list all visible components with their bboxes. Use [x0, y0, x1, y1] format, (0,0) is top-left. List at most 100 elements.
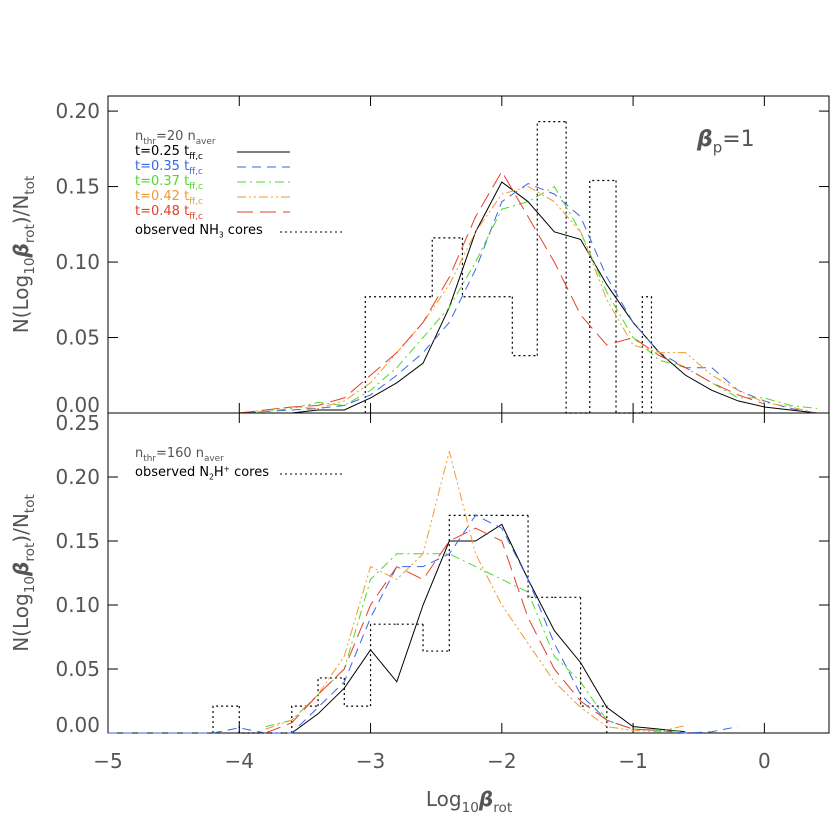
- label-part: 10: [462, 800, 479, 816]
- label-part: 3: [219, 230, 224, 239]
- histogram-bar: [422, 624, 450, 652]
- x-tick-label: −1: [618, 749, 647, 773]
- annotation: βp=1: [696, 127, 755, 157]
- y-tick-label: 0.15: [55, 529, 100, 553]
- histogram-bar: [536, 121, 567, 356]
- label-part: ff,c: [189, 197, 203, 207]
- y-tick-label: 0.15: [55, 175, 100, 199]
- label-part: H: [214, 465, 224, 480]
- legend-label: t=0.25 tff,c: [135, 144, 203, 162]
- histogram-bar: [369, 623, 397, 707]
- y-axis-label: N(Log10βrot)/Ntot: [9, 494, 38, 652]
- label-part: β: [696, 127, 713, 152]
- histogram-bar: [343, 677, 371, 707]
- label-part: )/N: [9, 195, 33, 225]
- label-part: )/N: [9, 513, 33, 543]
- legend-label: t=0.42 tff,c: [135, 189, 203, 207]
- label-part: Log: [426, 787, 462, 811]
- label-part: n: [135, 446, 143, 461]
- label-part: observed N: [135, 465, 209, 480]
- label-part: observed NH: [135, 223, 219, 238]
- histogram-bar: [212, 705, 240, 733]
- label-part: +: [224, 465, 230, 474]
- label-part: ff,c: [189, 182, 203, 192]
- label-part: thr: [143, 137, 156, 147]
- series-line: [291, 181, 817, 414]
- y-tick-label: 0.00: [55, 713, 100, 737]
- x-tick-label: 0: [758, 749, 771, 773]
- label-part: t=0.37 t: [135, 174, 189, 189]
- label-part: =160 n: [156, 446, 204, 461]
- series-line: [265, 451, 686, 733]
- legend-title: nthr=160 naver: [135, 446, 224, 464]
- label-part: β: [9, 243, 33, 258]
- x-tick-label: −2: [487, 749, 516, 773]
- label-part: cores: [224, 223, 263, 238]
- label-part: t=0.25 t: [135, 144, 189, 159]
- label-part: cores: [230, 465, 269, 480]
- histogram-bar: [565, 121, 590, 414]
- label-part: rot: [22, 224, 38, 243]
- label-part: 2: [209, 472, 214, 481]
- label-part: t=0.48 t: [135, 204, 189, 219]
- series-line: [265, 553, 686, 733]
- x-tick-label: −3: [356, 749, 385, 773]
- histogram-bar: [527, 515, 555, 598]
- y-tick-label: 0.05: [55, 657, 100, 681]
- x-tick-label: −5: [93, 749, 122, 773]
- label-part: 10: [22, 576, 38, 593]
- plot-frame: [107, 412, 830, 734]
- series-line: [239, 185, 817, 414]
- histogram-bar: [615, 180, 643, 414]
- y-tick-label: 0.20: [55, 465, 100, 489]
- legend-label: t=0.48 tff,c: [135, 204, 203, 222]
- y-tick-label: 0.25: [55, 411, 100, 435]
- x-axis-label: Log10βrot: [426, 787, 512, 816]
- label-part: ff,c: [189, 152, 203, 162]
- label-part: ff,c: [189, 167, 203, 177]
- label-part: t=0.35 t: [135, 159, 189, 174]
- label-part: p: [713, 139, 723, 157]
- x-tick-label: −4: [225, 749, 254, 773]
- histogram-bar: [579, 597, 608, 733]
- y-tick-label: 0.10: [55, 250, 100, 274]
- legend-label: t=0.35 tff,c: [135, 159, 203, 177]
- label-part: =20 n: [156, 129, 196, 144]
- y-tick-label: 0.00: [55, 393, 100, 417]
- series-line: [186, 182, 817, 414]
- label-part: rot: [493, 800, 512, 816]
- histogram-bar: [641, 296, 653, 413]
- label-part: thr: [143, 454, 156, 464]
- series-line: [265, 527, 660, 734]
- label-part: rot: [22, 543, 38, 562]
- label-part: aver: [204, 454, 224, 464]
- label-part: =1: [722, 127, 754, 152]
- series-line: [291, 523, 686, 734]
- label-part: tot: [22, 176, 38, 195]
- label-part: aver: [196, 137, 216, 147]
- histogram-bar: [291, 705, 319, 733]
- label-part: N(Log: [9, 275, 33, 334]
- legend-label: t=0.37 tff,c: [135, 174, 203, 192]
- label-part: 10: [22, 257, 38, 274]
- legend-label: observed N2H+ cores: [135, 465, 269, 482]
- histogram-bar: [448, 514, 476, 652]
- series-line: [239, 170, 765, 414]
- series-line: [108, 514, 739, 734]
- label-part: tot: [22, 494, 38, 513]
- label-part: β: [9, 562, 33, 577]
- y-tick-label: 0.20: [55, 99, 100, 123]
- histogram-bar: [589, 179, 617, 413]
- y-axis-label: N(Log10βrot)/Ntot: [9, 176, 38, 334]
- histogram-bar: [238, 706, 266, 734]
- histogram-bar: [317, 677, 345, 707]
- label-part: ff,c: [189, 212, 203, 222]
- y-tick-label: 0.05: [55, 326, 100, 350]
- legend-title: nthr=20 naver: [135, 129, 216, 147]
- label-part: β: [478, 787, 493, 811]
- legend-label: observed NH3 cores: [135, 223, 263, 239]
- label-part: N(Log: [9, 593, 33, 652]
- label-part: t=0.42 t: [135, 189, 189, 204]
- label-part: n: [135, 129, 143, 144]
